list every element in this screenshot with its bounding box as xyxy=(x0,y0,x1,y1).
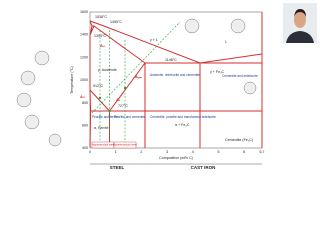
shirt xyxy=(286,31,314,43)
y-ticks: 1600 1400 1200 1000 800 600 400 xyxy=(80,10,88,150)
region-label: Cementite (Fe₃C) xyxy=(225,138,253,142)
note-box xyxy=(113,141,137,149)
region-label: α, Ferrite xyxy=(94,126,108,130)
phase-lines xyxy=(89,12,263,149)
line-label: A₃ xyxy=(80,94,85,99)
temperature: 1394°C xyxy=(94,34,106,38)
x-tick-label: 1 xyxy=(115,150,117,154)
y-tick-label: 1400 xyxy=(80,33,88,37)
note: Hypoeutectoid steel xyxy=(92,143,115,147)
x-tick-label: 3 xyxy=(166,150,168,154)
region-label: Pearlite and cementite xyxy=(114,115,146,119)
critical-lines: A₄ A₃ A꜀ₘ A₁ xyxy=(80,43,142,102)
x-tick-label: 6.7 xyxy=(260,150,265,154)
micrograph xyxy=(184,18,200,34)
micrograph xyxy=(20,70,36,86)
x-tick-label: 2 xyxy=(140,150,142,154)
liquidus xyxy=(89,20,263,64)
micrograph xyxy=(34,50,50,66)
micrograph xyxy=(24,114,40,130)
point xyxy=(98,96,102,100)
path xyxy=(91,21,181,114)
region-label: γ, Austenite xyxy=(98,68,117,72)
y-axis-label: Temperature (°C) xyxy=(70,66,74,94)
y-tick-label: 1000 xyxy=(80,78,88,82)
y-tick-label: 400 xyxy=(82,146,88,150)
hair xyxy=(294,9,306,17)
x-tick-label: 4 xyxy=(192,150,194,154)
micrograph xyxy=(230,18,246,34)
region-label: Austenite, ledeburite and cementite xyxy=(150,73,200,77)
solidus xyxy=(89,20,146,64)
micrograph xyxy=(16,92,32,108)
region-label: γ + Fe₃C xyxy=(210,70,225,74)
y-tick-label: 600 xyxy=(82,123,88,127)
temperature: 1495°C xyxy=(110,20,122,24)
y-tick-label: 1600 xyxy=(80,10,88,14)
region-label: L xyxy=(225,40,227,44)
note: Hypereutectoid steel xyxy=(113,143,137,147)
line-label: A₁ xyxy=(116,97,121,102)
x-tick-label: 6 xyxy=(243,150,245,154)
line-label: A꜀ₘ xyxy=(135,74,142,79)
micrograph xyxy=(243,81,257,95)
x-axis-label: Composition (wt% C) xyxy=(159,156,193,160)
region-label: γ + L xyxy=(150,38,158,42)
slide: 1600 1400 1200 1000 800 600 400 0 1 2 3 … xyxy=(16,3,317,171)
ferrite-solvus xyxy=(89,89,92,149)
y-tick-label: 800 xyxy=(82,101,88,105)
y-tick-label: 1200 xyxy=(80,55,88,59)
cooling-paths xyxy=(91,21,181,148)
temperature: 1538°C xyxy=(95,15,107,19)
micrograph xyxy=(48,133,62,147)
microstructures xyxy=(16,18,257,147)
x-tick-label: 0 xyxy=(89,150,91,154)
presenter-video xyxy=(283,3,317,43)
temperature: 912°C xyxy=(93,84,103,88)
point xyxy=(108,109,111,113)
line-label: A₄ xyxy=(100,43,105,48)
x-tick-label: 5 xyxy=(218,150,220,154)
section-label: STEEL xyxy=(110,165,125,170)
section-label: CAST IRON xyxy=(191,165,216,170)
region-label: Cementite and ledeburite xyxy=(222,74,258,78)
temperature: 1148°C xyxy=(165,58,177,62)
x-ticks: 0 1 2 3 4 5 6 6.7 xyxy=(89,150,265,154)
temperature: 727°C xyxy=(118,104,128,108)
region-label: α + Fe₃C xyxy=(175,123,190,127)
acm-line xyxy=(109,62,146,112)
face xyxy=(294,12,306,28)
region-label: Cementite, pearlite and transformed lede… xyxy=(150,115,216,119)
regions: L γ + L γ, Austenite α, Ferrite α + Fe₃C… xyxy=(92,38,258,142)
point xyxy=(123,86,127,90)
temperatures: 1538°C 1495°C 1394°C 1148°C 912°C 727°C xyxy=(93,15,177,108)
region-label: Pearlite and ferrite xyxy=(92,115,118,119)
plot-frame xyxy=(89,11,263,149)
